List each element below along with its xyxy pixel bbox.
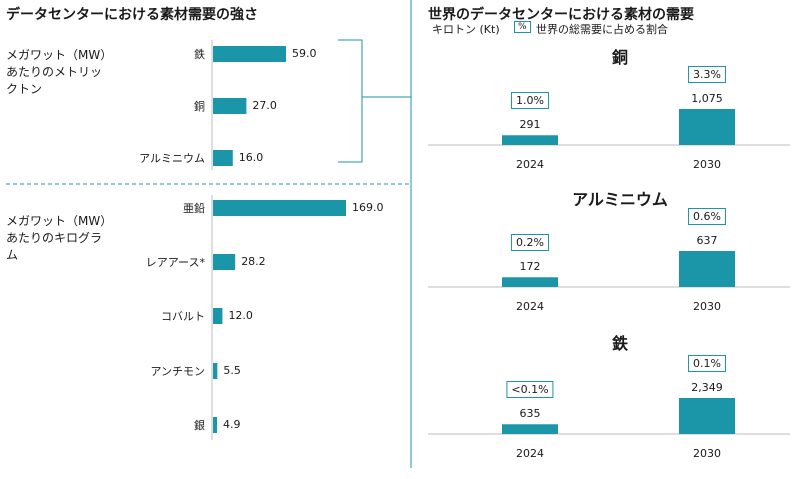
category-label: アンチモン (150, 365, 205, 378)
share-box: 3.3% (688, 66, 726, 83)
column-value-label: 635 (519, 407, 541, 421)
group2-unit-label: メガワット（MW）あたりのキログラム (6, 214, 107, 262)
panel-title: 銅 (611, 48, 629, 67)
share-box: 0.1% (688, 355, 726, 372)
column-value-label: 172 (519, 260, 541, 274)
share-box: 0.2% (511, 234, 549, 252)
category-label: レアアース* (145, 256, 205, 269)
value-label: 169.0 (352, 201, 384, 214)
year-label: 2030 (693, 300, 721, 313)
column-value-label: 637 (696, 234, 718, 247)
category-label: アルミニウム (139, 152, 205, 165)
panel-title: 鉄 (611, 334, 629, 353)
column-1-0 (502, 277, 558, 287)
year-label: 2030 (693, 447, 721, 460)
column-0-1 (679, 109, 735, 145)
bar-0-1 (213, 98, 247, 114)
share-box: 1.0% (511, 92, 549, 110)
legend-share-text: 世界の総需要に占める割合 (536, 23, 668, 36)
value-label: 16.0 (238, 151, 264, 164)
column-value-label: 2,349 (691, 381, 723, 394)
category-label: 亜鉛 (183, 202, 205, 215)
share-box: 0.6% (688, 208, 726, 225)
share-box: <0.1% (506, 381, 554, 399)
bar-1-1 (213, 254, 236, 270)
legend-share-box: % (514, 21, 531, 33)
column-2-0 (502, 424, 558, 434)
category-label: コバルト (161, 310, 205, 323)
category-label: 鉄 (194, 48, 205, 61)
bracket (338, 39, 363, 163)
bar-1-3 (213, 363, 218, 379)
column-value-label: 1,075 (691, 92, 723, 105)
column-2-1 (679, 398, 735, 434)
panel-title: アルミニウム (572, 190, 668, 209)
value-label: 27.0 (252, 99, 277, 112)
bar-1-0 (213, 200, 346, 216)
group1-unit-label: メガワット（MW）あたりのメトリックトン (6, 48, 107, 96)
right-chart-title: 世界のデータセンターにおける素材の需要 (428, 7, 694, 23)
bar-0-0 (213, 46, 286, 62)
bar-1-4 (213, 417, 217, 433)
column-1-1 (679, 251, 735, 287)
year-label: 2030 (693, 158, 721, 171)
category-label: 銀 (194, 419, 205, 432)
year-label: 2024 (516, 300, 544, 313)
year-label: 2024 (516, 158, 544, 171)
value-label: 5.5 (223, 364, 241, 377)
year-label: 2024 (516, 447, 544, 460)
value-label: 28.2 (241, 255, 266, 268)
unit-label: キロトン (Kt) (432, 23, 500, 36)
column-0-0 (502, 135, 558, 145)
category-label: 銅 (194, 100, 205, 113)
bar-0-2 (213, 150, 233, 166)
column-value-label: 291 (519, 118, 541, 132)
value-label: 59.0 (292, 47, 317, 60)
bar-1-2 (213, 308, 223, 324)
value-label: 4.9 (223, 418, 241, 431)
left-chart-title: データセンターにおける素材需要の強さ (6, 7, 258, 23)
value-label: 12.0 (228, 309, 253, 322)
